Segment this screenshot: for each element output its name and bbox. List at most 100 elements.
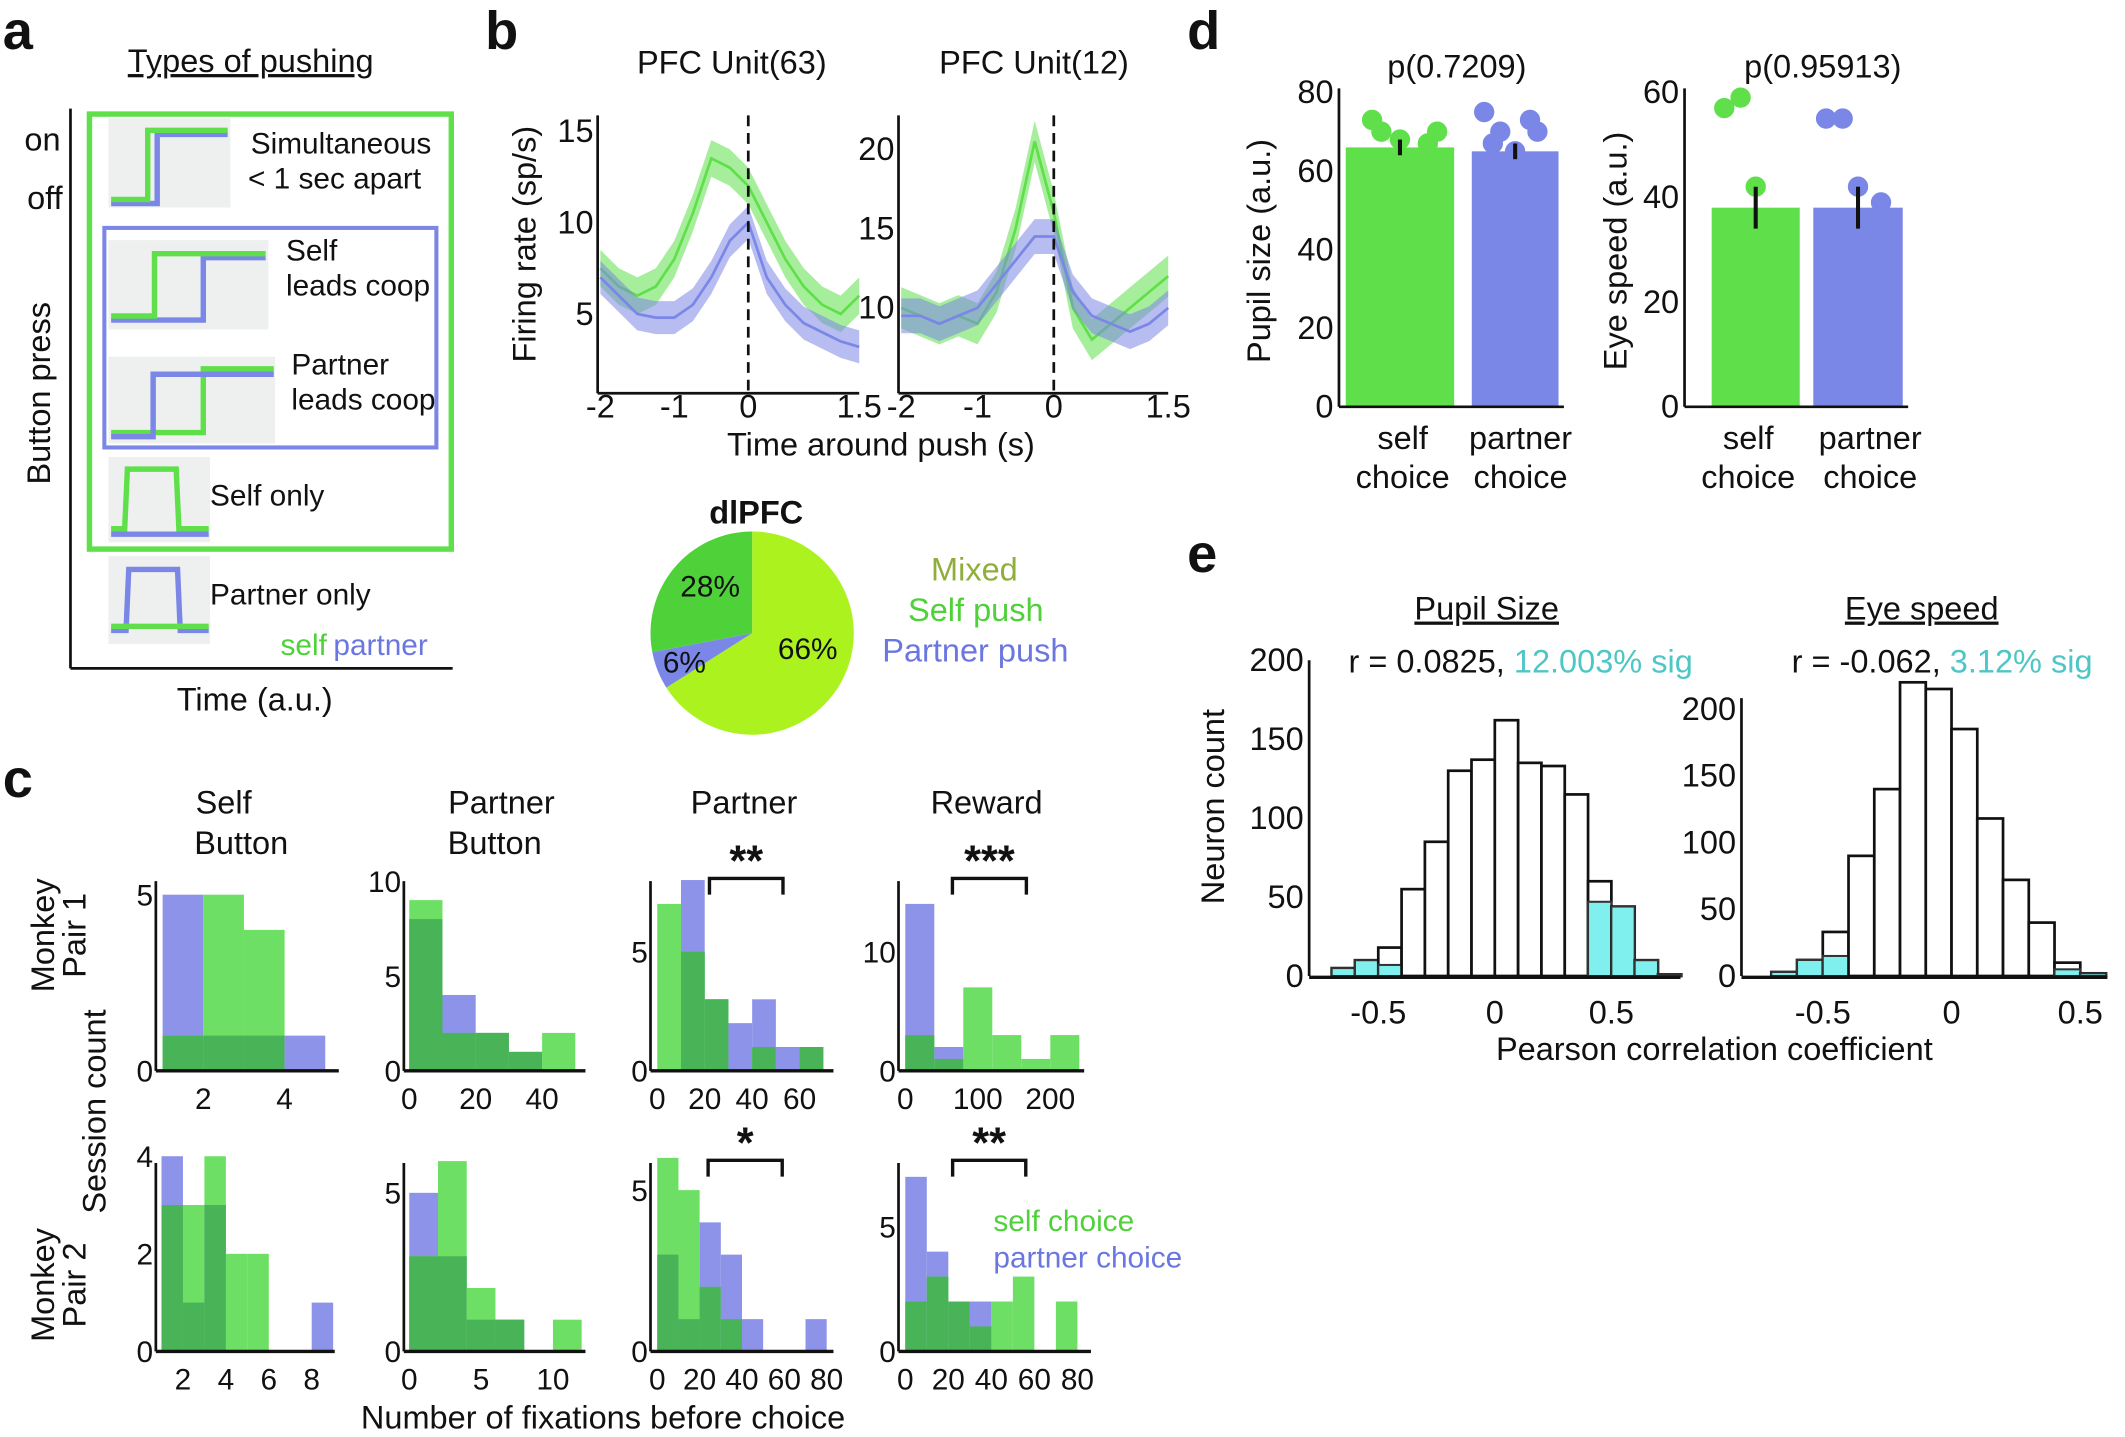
session-point xyxy=(1361,109,1383,131)
y-tick-label: 20 xyxy=(1297,310,1333,346)
overlap-bar xyxy=(182,1302,205,1352)
x-tick-label: 6 xyxy=(260,1363,277,1396)
session-point xyxy=(1760,223,1781,245)
y-axis-label: Firing rate (sp/s) xyxy=(506,126,542,363)
y-tick-label: 200 xyxy=(1682,691,1736,727)
significance-stars: * xyxy=(737,1120,754,1168)
row-label: Self xyxy=(286,234,338,267)
y-tick-label: 0 xyxy=(1315,389,1333,425)
panel-label-b: b xyxy=(485,1,518,61)
count-bar xyxy=(1872,787,1902,978)
cooperative-box xyxy=(86,111,455,552)
y-tick-label: 5 xyxy=(137,880,154,913)
significant-bar xyxy=(1770,970,1799,978)
chart-title: PFC Unit(12) xyxy=(939,44,1129,80)
y-tick-label: 5 xyxy=(631,936,648,969)
y-tick-label: 40 xyxy=(1643,179,1679,215)
x-tick-label: -1 xyxy=(963,389,992,425)
y-tick-label: 20 xyxy=(858,131,894,167)
overlap-bar xyxy=(699,1286,721,1352)
x-tick-label: 8 xyxy=(303,1363,320,1396)
self-choice-bar xyxy=(963,987,993,1071)
significance-bracket xyxy=(950,876,1029,895)
panel-d: p(0.7209) p(0.95913) Pupil size (a.u.) E… xyxy=(1241,48,1922,495)
pie-percent-label: 28% xyxy=(680,571,740,604)
y-tick-label: 0 xyxy=(1286,958,1304,994)
significant-bar xyxy=(1633,959,1660,978)
coop-leads-box xyxy=(102,225,439,450)
y-tick-label: 50 xyxy=(1268,879,1304,915)
overlap-bar xyxy=(203,1035,244,1071)
x-tick-label: 2 xyxy=(175,1363,192,1396)
y-tick-label: 0 xyxy=(385,1336,402,1369)
partner-pulse-icon xyxy=(111,566,209,634)
row-label: Partner only xyxy=(210,579,371,612)
x-tick-label: 20 xyxy=(459,1083,492,1116)
overlap-bar xyxy=(752,1047,776,1071)
x-axis-label: Pearson correlation coefficient xyxy=(1496,1031,1933,1067)
significant-bar xyxy=(1821,954,1850,978)
category-label: partner xyxy=(1819,420,1922,456)
significant-bar xyxy=(1353,959,1380,978)
overlap-bar xyxy=(442,1032,476,1071)
x-tick-label: 0 xyxy=(897,1083,914,1116)
row-label: leads coop xyxy=(286,270,430,303)
column-title: Reward xyxy=(931,784,1043,820)
y-tick-label: 40 xyxy=(1297,231,1333,267)
x-axis-label: Number of fixations before choice xyxy=(361,1400,845,1436)
self-step-icon xyxy=(111,127,228,203)
count-bar xyxy=(1400,887,1427,978)
x-tick-label: 2 xyxy=(195,1083,212,1116)
correlation-text: r = 0.0825, 12.003% sig xyxy=(1348,643,1692,679)
partner-mean-line xyxy=(599,219,860,349)
legend-self-choice: self choice xyxy=(993,1205,1134,1238)
overlap-bar xyxy=(704,999,729,1071)
r-value: r = 0.0825, xyxy=(1348,643,1513,679)
panel-e: Pupil Size Eye speed r = 0.0825, 12.003%… xyxy=(1195,591,2108,1067)
count-bar xyxy=(1847,854,1876,978)
line-chart: -2 -1 0 1.5 5 10 15 xyxy=(557,113,881,425)
partner-choice-bar xyxy=(1471,151,1559,407)
session-point xyxy=(1870,192,1892,213)
row-label: Partner xyxy=(291,348,389,381)
column-title: Partner xyxy=(448,784,555,820)
overlap-bar xyxy=(678,1319,700,1352)
line-chart: -2 -1 0 1.5 10 15 20 xyxy=(858,115,1191,425)
overlap-bar xyxy=(720,1319,742,1352)
significance-bracket xyxy=(706,1158,784,1177)
overlap-bar xyxy=(799,1047,824,1071)
self-choice-bar xyxy=(1711,207,1800,407)
x-tick-label: 0 xyxy=(1486,994,1504,1030)
pie-legend-self-push: Self push xyxy=(908,592,1044,628)
session-point xyxy=(1824,239,1846,260)
self-choice-bar xyxy=(992,1035,1022,1071)
x-tick-label: 0 xyxy=(897,1363,914,1396)
session-point xyxy=(1863,228,1884,250)
overlap-bar xyxy=(969,1326,992,1352)
partner-choice-bar xyxy=(728,1023,753,1071)
x-tick-label: 4 xyxy=(218,1363,235,1396)
overlap-bar xyxy=(204,1205,226,1352)
self-choice-bar xyxy=(1050,1035,1080,1071)
overlap-bar xyxy=(466,1319,496,1352)
y-tick-label: 5 xyxy=(631,1175,648,1208)
x-tick-label: 0 xyxy=(1942,994,1960,1030)
y-axis-label: Eye speed (a.u.) xyxy=(1597,132,1633,371)
category-label: choice xyxy=(1356,459,1450,495)
significance-stars: ** xyxy=(972,1120,1006,1168)
session-point xyxy=(1527,121,1548,142)
session-point xyxy=(1482,133,1504,154)
x-tick-label: 0 xyxy=(649,1083,666,1116)
histogram: 0 20 40 0 5 10 xyxy=(368,866,586,1116)
self-choice-bar xyxy=(1012,1276,1035,1352)
count-bar xyxy=(1470,758,1497,978)
significant-bar xyxy=(1610,905,1636,978)
y-tick-label: 80 xyxy=(1297,74,1333,110)
count-bar xyxy=(1493,718,1520,978)
x-tick-label: -2 xyxy=(586,389,615,425)
bar-chart: 0 20 40 60 xyxy=(1643,74,1909,425)
count-bar xyxy=(1446,769,1473,978)
significance-stars: *** xyxy=(964,838,1015,886)
y-axis-label: Neuron count xyxy=(1195,709,1231,904)
